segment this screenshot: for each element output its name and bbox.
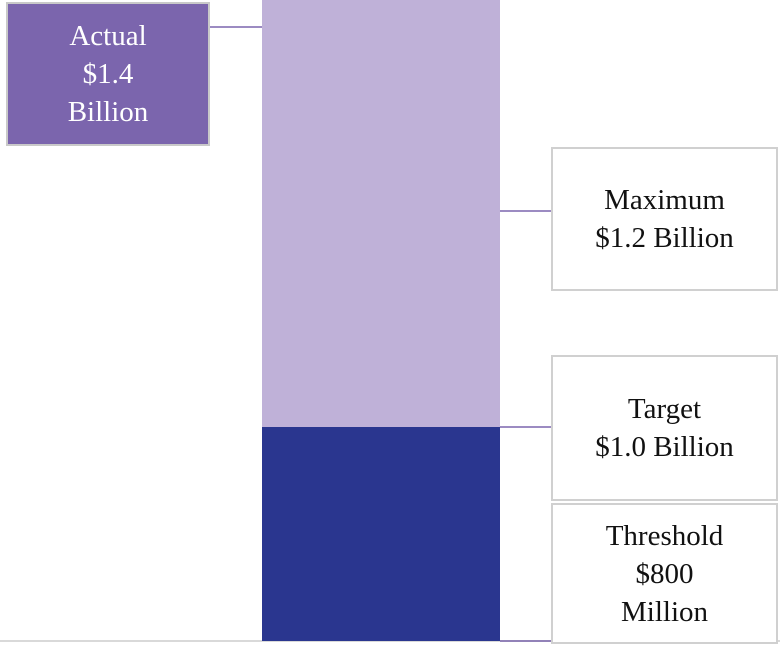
threshold-label: Threshold $800 Million — [605, 519, 724, 628]
actual-callout: Actual $1.4 Billion — [6, 2, 210, 146]
bar-segments — [262, 0, 500, 641]
bar-segment-1 — [262, 0, 500, 428]
maximum-label: Maximum $1.2 Billion — [595, 184, 734, 254]
threshold-callout: Threshold $800 Million — [551, 503, 778, 644]
bar-segment-0 — [262, 427, 500, 641]
leader-lines — [210, 26, 551, 642]
target-callout: Target $1.0 Billion — [551, 355, 778, 501]
target-label: Target $1.0 Billion — [595, 393, 734, 463]
maximum-callout: Maximum $1.2 Billion — [551, 147, 778, 291]
actual-label: Actual $1.4 Billion — [67, 20, 149, 128]
